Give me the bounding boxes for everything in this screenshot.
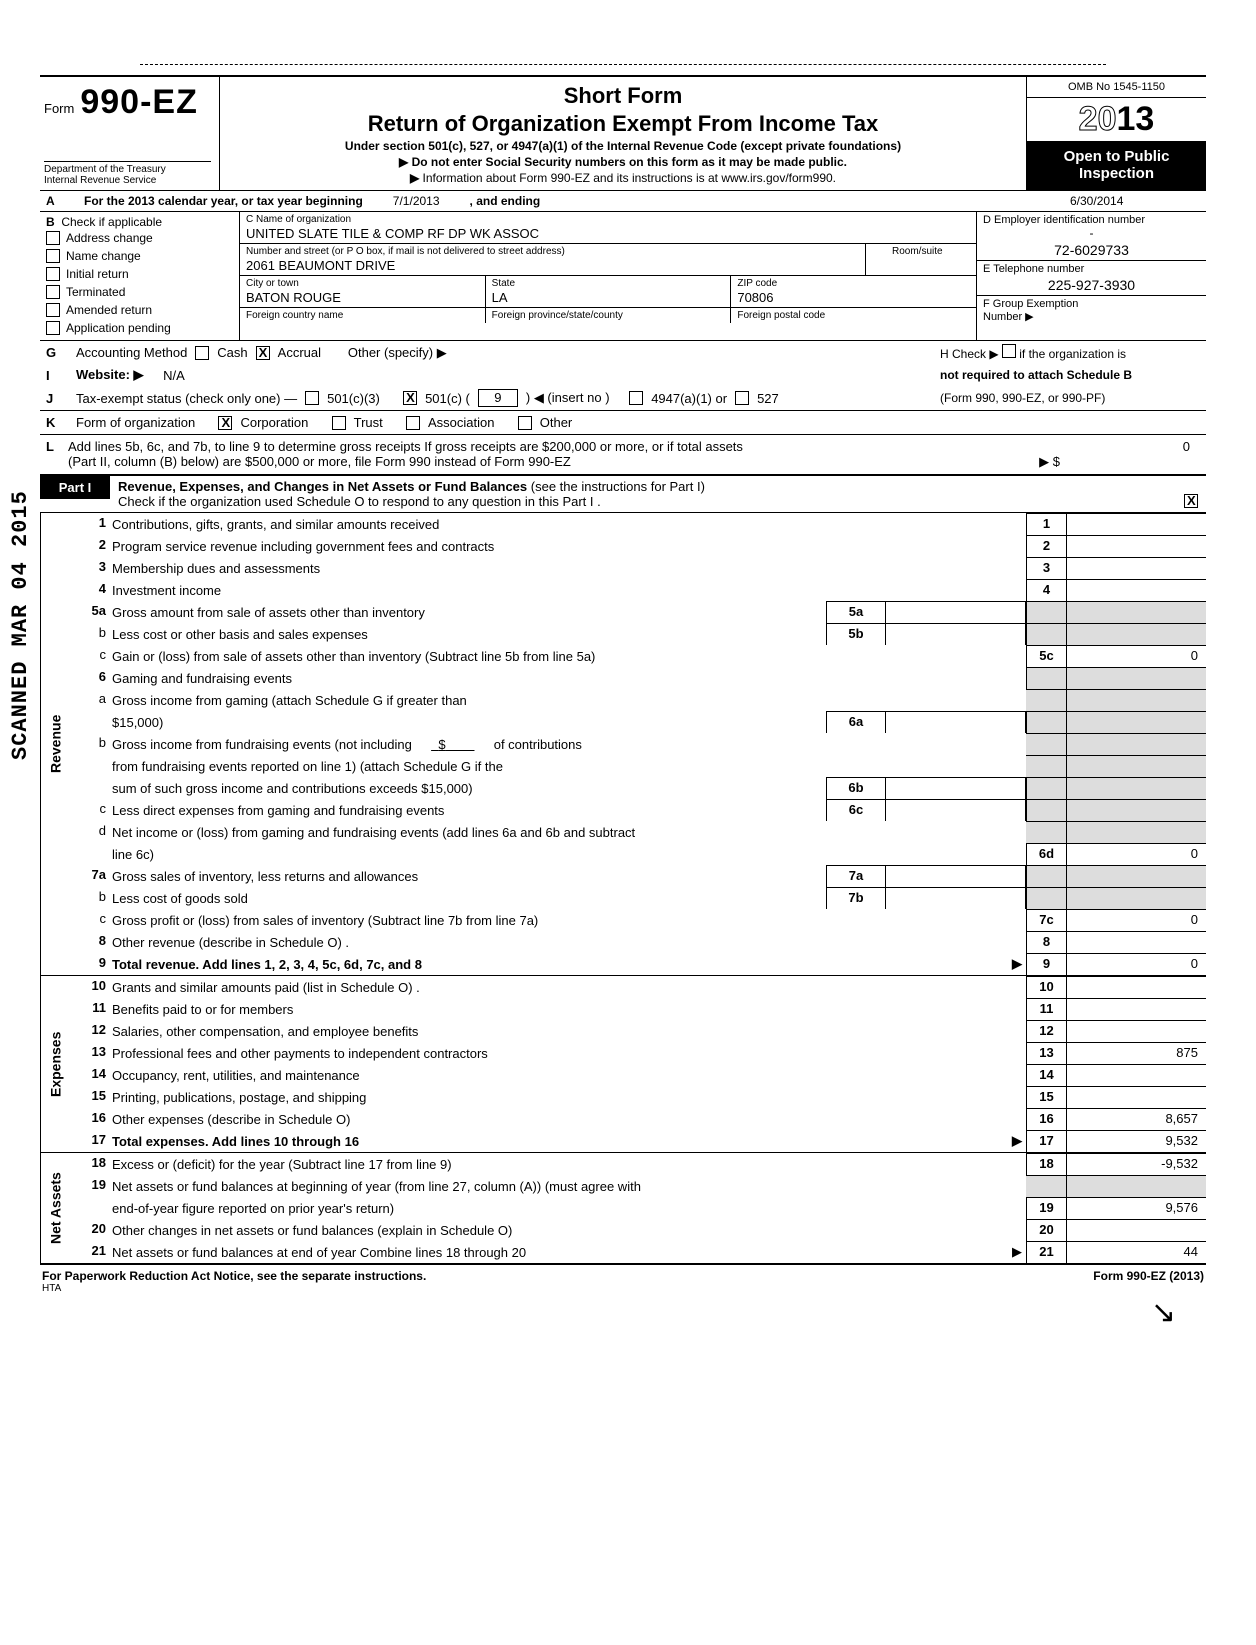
chk-trust[interactable]: [332, 416, 346, 430]
open-public-2: Inspection: [1027, 165, 1206, 182]
side-revenue: Revenue: [40, 513, 70, 975]
501c-number[interactable]: 9: [478, 389, 518, 407]
val-17: 9,532: [1066, 1130, 1206, 1152]
side-net-assets: Net Assets: [40, 1153, 70, 1263]
chk-h[interactable]: [1002, 344, 1016, 358]
line-l-amount: 0: [1060, 439, 1200, 454]
row-a: A For the 2013 calendar year, or tax yea…: [40, 191, 1206, 212]
chk-corporation[interactable]: [218, 416, 232, 430]
chk-initial-return[interactable]: [46, 267, 60, 281]
dept-line-2: Internal Revenue Service: [44, 175, 211, 186]
chk-527[interactable]: [735, 391, 749, 405]
chk-terminated[interactable]: [46, 285, 60, 299]
val-21: 44: [1066, 1241, 1206, 1263]
form-header: Form 990-EZ Department of the Treasury I…: [40, 75, 1206, 191]
form-footer: Form 990-EZ (2013): [1093, 1269, 1204, 1294]
org-name: UNITED SLATE TILE & COMP RF DP WK ASSOC: [246, 225, 970, 241]
scanned-stamp: SCANNED MAR 04 2015: [8, 490, 33, 760]
section-b: B Check if applicable Address change Nam…: [40, 212, 240, 340]
org-zip: 70806: [737, 289, 970, 305]
val-13: 875: [1066, 1042, 1206, 1064]
chk-amended-return[interactable]: [46, 303, 60, 317]
chk-accrual[interactable]: [256, 346, 270, 360]
subline-1: Under section 501(c), 527, or 4947(a)(1)…: [228, 139, 1018, 153]
part-i-tag: Part I: [40, 476, 110, 499]
subline-2: Do not enter Social Security numbers on …: [412, 155, 847, 169]
org-city: BATON ROUGE: [246, 289, 479, 305]
chk-name-change[interactable]: [46, 249, 60, 263]
title-long: Return of Organization Exempt From Incom…: [228, 111, 1018, 137]
line-l-text2: (Part II, column (B) below) are $500,000…: [68, 454, 571, 470]
chk-association[interactable]: [406, 416, 420, 430]
form-code: 990-EZ: [80, 83, 198, 122]
chk-address-change[interactable]: [46, 231, 60, 245]
tax-year: 2013: [1027, 98, 1206, 142]
form-word: Form: [44, 101, 74, 116]
signature-mark: ↘: [1151, 1295, 1176, 1330]
hta: HTA: [42, 1283, 426, 1294]
open-public-1: Open to Public: [1027, 148, 1206, 165]
val-18: -9,532: [1066, 1153, 1206, 1175]
chk-application-pending[interactable]: [46, 321, 60, 335]
title-short: Short Form: [228, 83, 1018, 109]
chk-501c[interactable]: [403, 391, 417, 405]
val-19: 9,576: [1066, 1197, 1206, 1219]
chk-501c3[interactable]: [305, 391, 319, 405]
part-i-table: Revenue 1Contributions, gifts, grants, a…: [40, 513, 1206, 1265]
val-9: 0: [1066, 953, 1206, 975]
paperwork-notice: For Paperwork Reduction Act Notice, see …: [42, 1269, 426, 1283]
year-end: 6/30/2014: [1066, 191, 1206, 211]
org-street: 2061 BEAUMONT DRIVE: [246, 257, 859, 273]
dept-line-1: Department of the Treasury: [44, 164, 211, 175]
ein: 72-6029733: [983, 240, 1200, 258]
website: N/A: [163, 368, 185, 383]
side-expenses: Expenses: [40, 976, 70, 1152]
year-begin: 7/1/2013: [393, 194, 440, 208]
omb-number: OMB No 1545-1150: [1027, 77, 1206, 98]
line-l-text1: Add lines 5b, 6c, and 7b, to line 9 to d…: [68, 439, 1060, 454]
subline-3: Information about Form 990-EZ and its in…: [423, 171, 837, 185]
val-7c: 0: [1066, 909, 1206, 931]
chk-schedule-o[interactable]: [1184, 494, 1198, 508]
telephone: 225-927-3930: [983, 275, 1200, 293]
chk-other-org[interactable]: [518, 416, 532, 430]
section-c: C Name of organization UNITED SLATE TILE…: [240, 212, 976, 340]
val-6d: 0: [1066, 843, 1206, 865]
org-state: LA: [492, 289, 725, 305]
val-16: 8,657: [1066, 1108, 1206, 1130]
chk-4947[interactable]: [629, 391, 643, 405]
chk-cash[interactable]: [195, 346, 209, 360]
val-5c: 0: [1066, 645, 1206, 667]
